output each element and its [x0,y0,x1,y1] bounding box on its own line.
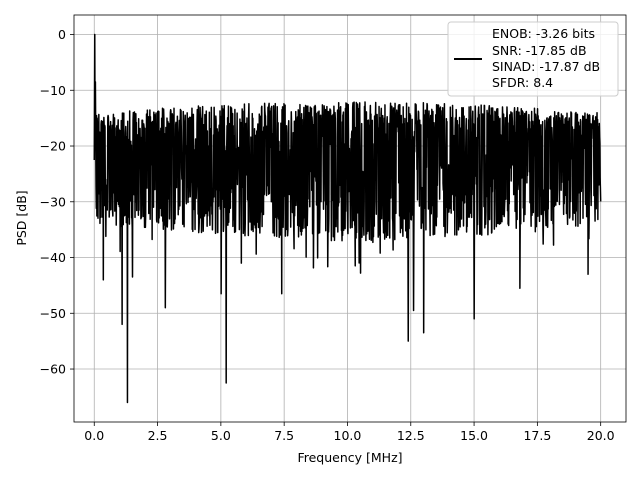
legend-text-sfdr: SFDR: 8.4 [492,75,553,90]
x-tick-label: 0.0 [84,428,104,443]
y-tick-label: −50 [40,306,66,321]
x-axis-label: Frequency [MHz] [297,450,402,465]
x-tick-label: 7.5 [274,428,294,443]
x-tick-label: 10.0 [334,428,362,443]
y-axis-label: PSD [dB] [14,190,29,245]
psd-series-line [93,33,602,404]
legend-box [447,21,619,97]
y-tick-label: −60 [40,362,66,377]
x-tick-label: 20.0 [587,428,615,443]
x-tick-label: 17.5 [523,428,551,443]
y-axis-ticks: 0 −10 −20 −30 −40 −50 −60 [40,27,74,377]
y-tick-label: −20 [40,139,66,154]
x-tick-label: 12.5 [397,428,425,443]
x-tick-label: 15.0 [460,428,488,443]
x-tick-label: 5.0 [211,428,231,443]
y-tick-label: −40 [40,250,66,265]
legend-text-snr: SNR: -17.85 dB [492,43,587,58]
legend: ENOB: -3.26 bits SNR: -17.85 dB SINAD: -… [447,21,619,97]
x-tick-label: 2.5 [148,428,168,443]
y-tick-label: 0 [58,27,66,42]
legend-text-sinad: SINAD: -17.87 dB [492,59,600,74]
plot-frame [73,14,627,423]
y-tick-label: −10 [40,83,66,98]
y-tick-label: −30 [40,194,66,209]
legend-text-enob: ENOB: -3.26 bits [492,26,595,41]
series-layer [93,33,602,404]
x-axis-ticks: 0.0 2.5 5.0 7.5 10.0 12.5 15.0 17.5 20.0 [84,422,615,443]
